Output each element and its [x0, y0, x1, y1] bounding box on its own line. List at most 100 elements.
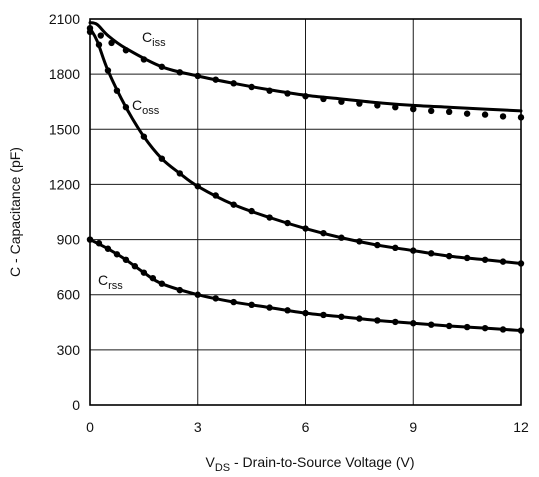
marker-ciss-21 [445, 108, 453, 116]
marker-coss-4 [122, 104, 130, 111]
marker-coss-20 [410, 247, 417, 254]
marker-crss-15 [284, 307, 291, 314]
marker-ciss-2 [108, 39, 115, 47]
marker-coss-14 [302, 225, 309, 232]
y-tick-label-2: 600 [57, 287, 81, 303]
marker-crss-25 [463, 323, 471, 331]
marker-crss-9 [176, 286, 183, 294]
series-labels: Ciss Coss Crss [98, 29, 166, 292]
marker-crss-10 [194, 291, 201, 298]
marker-coss-19 [392, 244, 399, 252]
marker-ciss-9 [230, 80, 237, 87]
marker-crss-13 [248, 301, 255, 309]
marker-ciss-17 [374, 102, 381, 109]
marker-ciss-8 [212, 76, 219, 83]
marker-coss-21 [428, 250, 435, 257]
marker-coss-8 [194, 183, 201, 190]
marker-coss-17 [356, 238, 363, 245]
marker-coss-18 [374, 241, 381, 249]
marker-crss-6 [140, 269, 148, 276]
marker-coss-2 [104, 67, 112, 74]
marker-coss-25 [499, 258, 507, 265]
marker-ciss-19 [410, 105, 417, 113]
marker-ciss-4 [140, 56, 148, 63]
x-tick-label-0: 0 [86, 419, 94, 435]
marker-ciss-6 [176, 69, 183, 76]
marker-coss-7 [176, 170, 183, 177]
marker-ciss-14 [320, 95, 327, 103]
marker-crss-5 [131, 263, 139, 270]
marker-crss-12 [230, 298, 237, 306]
marker-ciss-12 [284, 90, 291, 97]
marker-crss-21 [392, 318, 399, 326]
marker-coss-23 [463, 254, 471, 262]
marker-ciss-1 [97, 32, 104, 39]
marker-coss-22 [445, 252, 453, 260]
marker-coss-16 [338, 234, 345, 241]
marker-crss-8 [158, 280, 166, 287]
series-label-crss: Crss [98, 272, 123, 292]
marker-crss-7 [149, 274, 157, 282]
marker-ciss-15 [338, 98, 345, 105]
marker-coss-5 [140, 133, 148, 140]
marker-ciss-10 [248, 83, 255, 91]
marker-crss-19 [356, 315, 363, 322]
marker-ciss-24 [499, 113, 507, 120]
x-tick-label-3: 9 [409, 419, 417, 435]
series-label-ciss: Ciss [142, 29, 166, 49]
marker-crss-2 [104, 245, 112, 252]
marker-ciss-20 [428, 107, 435, 115]
marker-coss-12 [266, 214, 273, 221]
marker-ciss-13 [302, 93, 309, 100]
series-markers [86, 24, 525, 334]
marker-coss-24 [481, 256, 489, 263]
y-tick-label-3: 900 [57, 232, 81, 248]
x-tick-label-1: 3 [194, 419, 202, 435]
marker-crss-4 [122, 256, 130, 263]
marker-ciss-7 [194, 72, 201, 80]
y-tick-label-5: 1500 [49, 121, 80, 137]
marker-coss-10 [230, 201, 237, 208]
marker-crss-17 [320, 311, 327, 319]
marker-crss-23 [428, 321, 435, 328]
marker-crss-22 [410, 320, 417, 327]
marker-coss-15 [320, 229, 327, 237]
marker-coss-11 [248, 207, 255, 215]
marker-coss-9 [212, 192, 219, 199]
x-tick-labels: 0 3 6 9 12 [86, 419, 529, 435]
marker-ciss-18 [392, 104, 399, 111]
marker-coss-13 [284, 219, 291, 227]
marker-ciss-23 [481, 111, 489, 118]
marker-crss-11 [212, 295, 219, 302]
marker-crss-24 [445, 322, 453, 330]
marker-crss-3 [113, 251, 121, 258]
series-label-coss: Coss [132, 97, 160, 117]
marker-crss-27 [499, 326, 507, 333]
marker-crss-1 [95, 240, 103, 247]
grid [90, 19, 521, 405]
marker-coss-1 [95, 41, 103, 48]
y-tick-label-4: 1200 [49, 176, 80, 192]
y-tick-label-0: 0 [72, 397, 80, 413]
marker-ciss-16 [356, 100, 363, 107]
marker-coss-3 [113, 87, 121, 94]
plot-frame [89, 18, 522, 406]
y-tick-label-7: 2100 [49, 11, 80, 27]
marker-crss-14 [266, 304, 273, 311]
y-tick-label-6: 1800 [49, 66, 80, 82]
x-axis-title: VDS - Drain-to-Source Voltage (V) [205, 454, 414, 474]
marker-ciss-11 [266, 87, 273, 94]
y-tick-labels: 0 300 600 900 1200 1500 1800 2100 [49, 11, 80, 413]
y-tick-label-1: 300 [57, 342, 81, 358]
x-tick-label-4: 12 [513, 419, 529, 435]
marker-crss-20 [374, 317, 381, 324]
x-tick-label-2: 6 [302, 419, 310, 435]
marker-ciss-5 [158, 63, 166, 70]
marker-crss-26 [481, 324, 489, 332]
marker-ciss-3 [122, 47, 130, 54]
y-axis-title: C - Capacitance (pF) [7, 147, 23, 277]
marker-crss-16 [302, 309, 309, 317]
marker-crss-18 [338, 313, 345, 320]
marker-coss-6 [158, 155, 166, 162]
